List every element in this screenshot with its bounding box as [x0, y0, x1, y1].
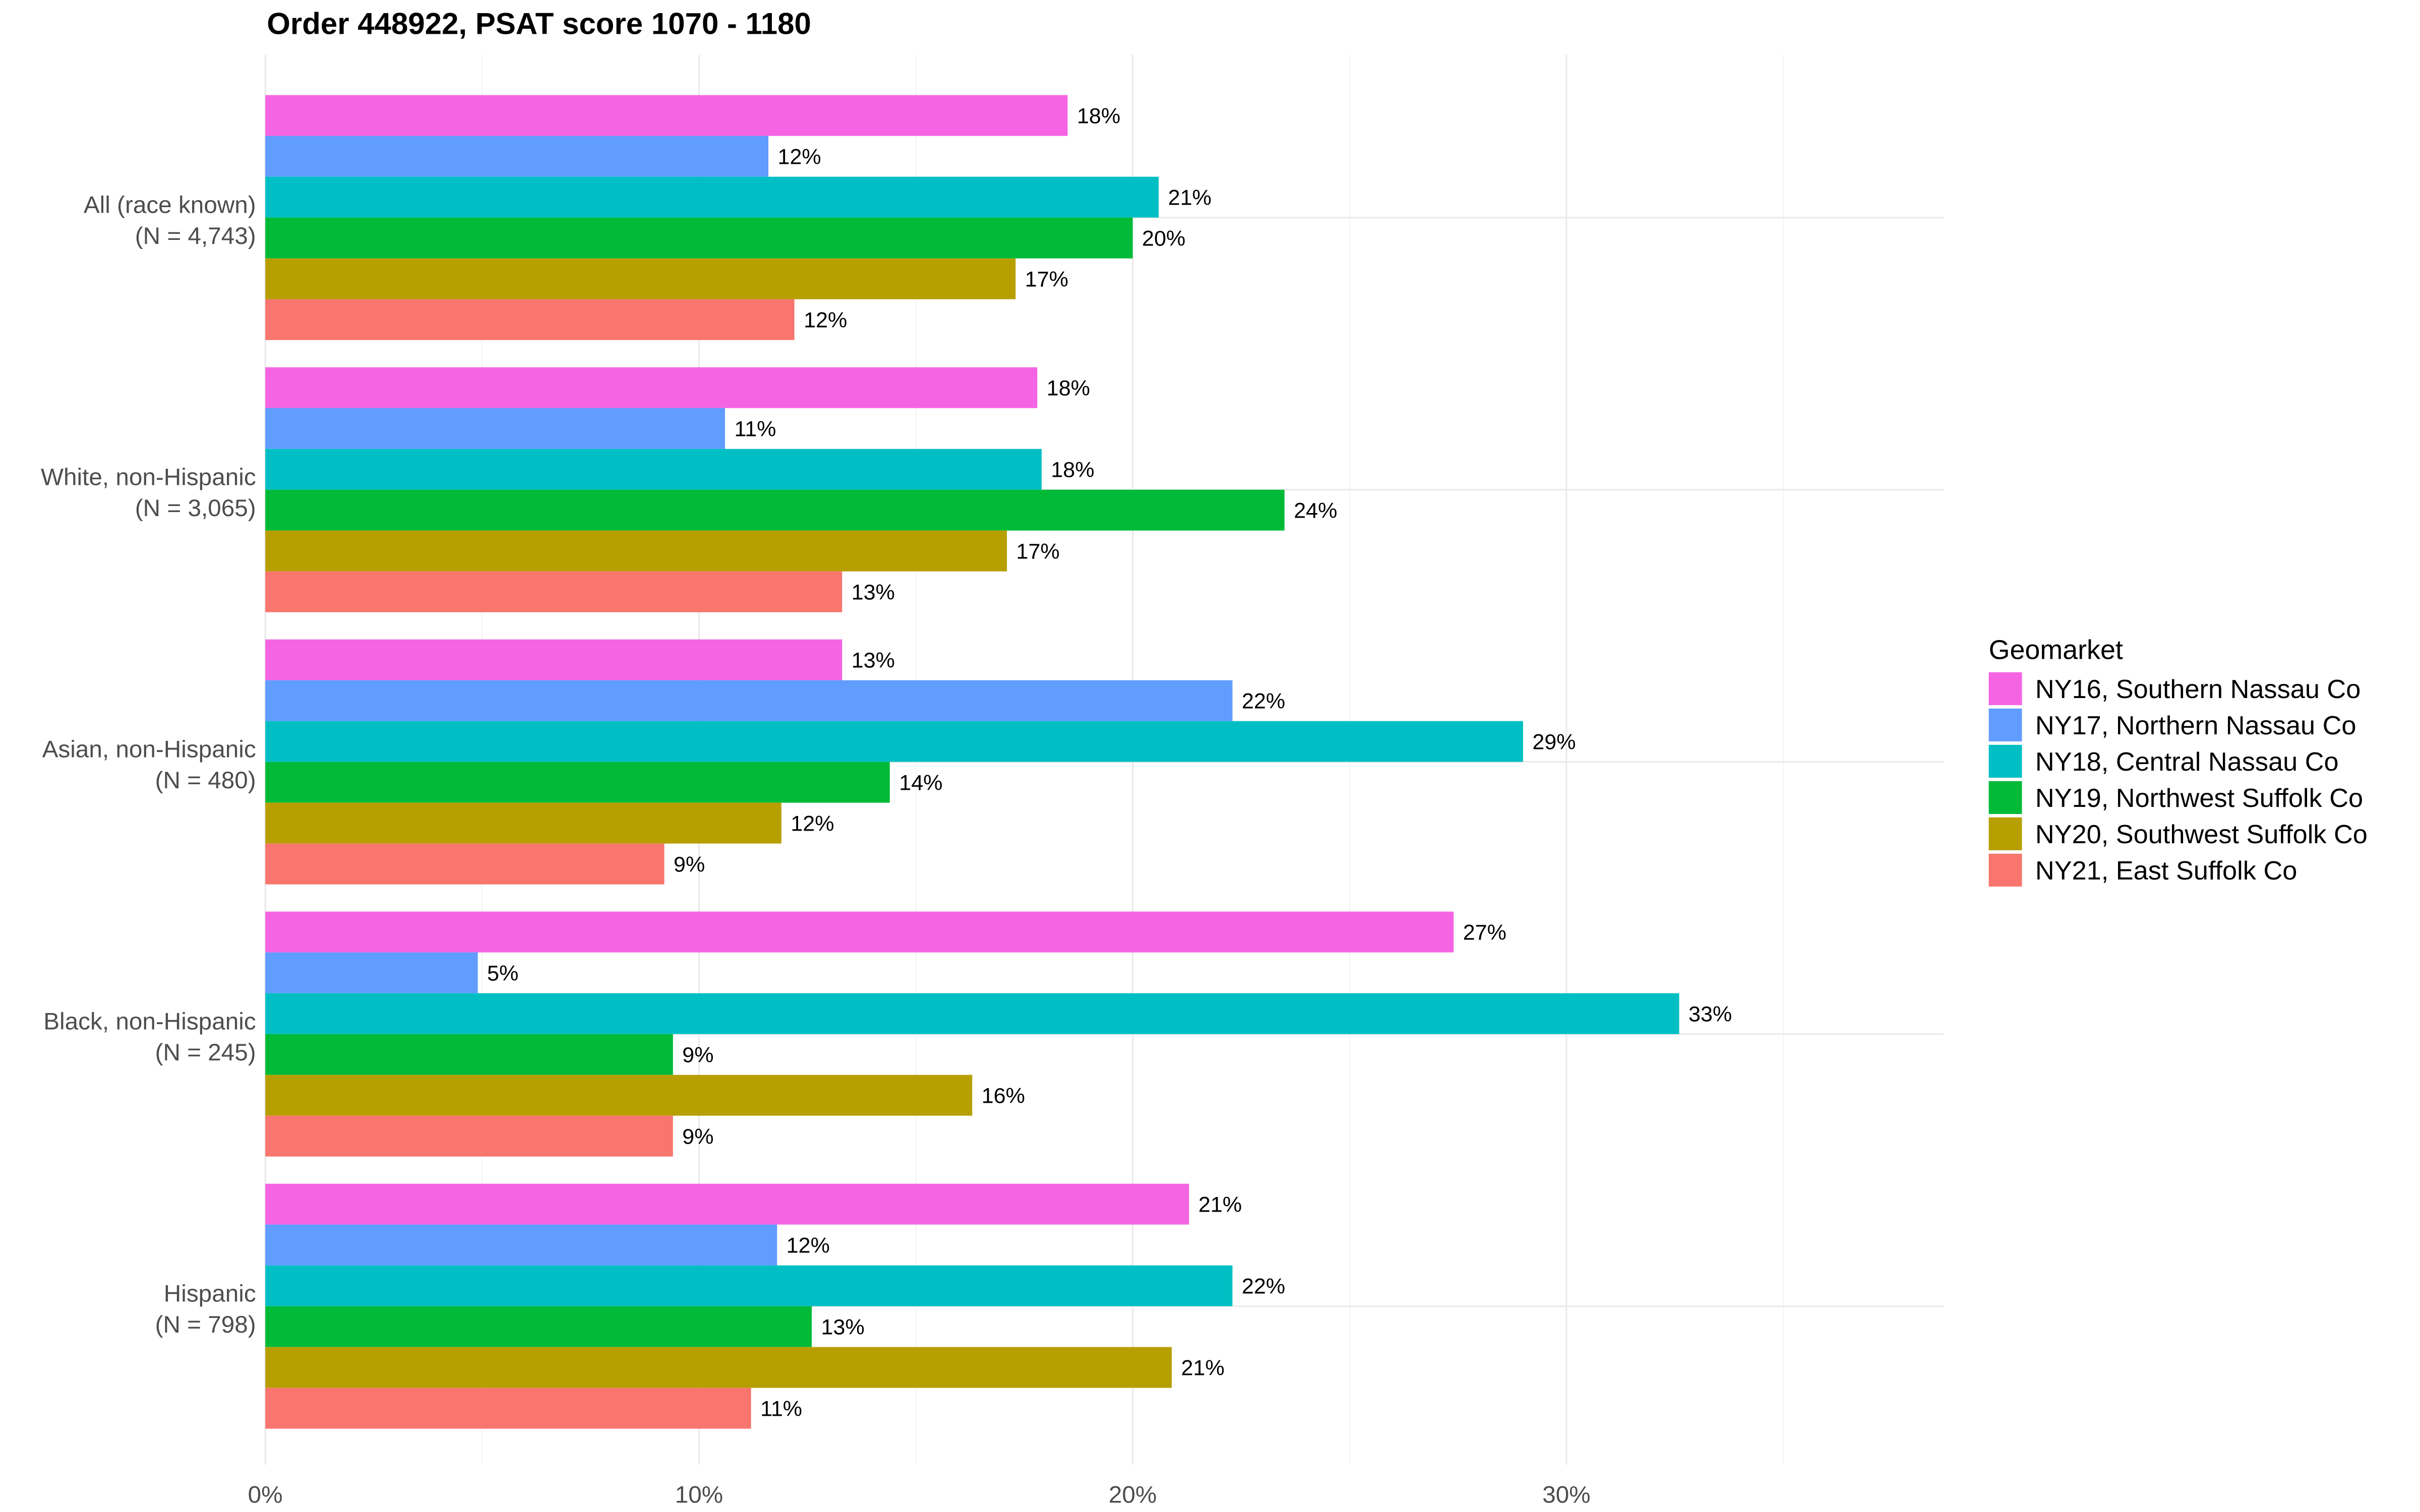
bar: [265, 721, 1523, 762]
bar-value-label: 18%: [1077, 104, 1120, 129]
bar-value-label: 13%: [821, 1315, 865, 1340]
y-tick-label: Asian, non-Hispanic: [42, 736, 256, 763]
bar: [265, 1388, 751, 1429]
bar-value-label: 29%: [1532, 730, 1576, 754]
legend-item-label: NY21, East Suffolk Co: [2035, 856, 2297, 886]
bar-value-label: 9%: [682, 1043, 713, 1067]
bar: [265, 843, 664, 885]
bar: [265, 911, 1454, 953]
bar-value-label: 5%: [487, 962, 518, 986]
legend-key-swatch: [1988, 781, 2022, 814]
bar: [265, 680, 1233, 721]
bar: [265, 449, 1042, 490]
x-axis: 0% 10% 20% 30%: [248, 1482, 1591, 1508]
bar-value-label: 13%: [852, 649, 895, 673]
bar: [265, 176, 1159, 218]
bar: [265, 1115, 673, 1157]
legend-key-swatch: [1988, 744, 2022, 778]
bar: [265, 1306, 812, 1347]
bar-value-label: 12%: [791, 812, 834, 836]
bar-value-label: 24%: [1294, 499, 1337, 523]
bar: [265, 95, 1068, 136]
bar-value-label: 21%: [1181, 1356, 1225, 1380]
legend-key-swatch: [1988, 817, 2022, 851]
bar-value-label: 21%: [1168, 186, 1212, 210]
bars: [265, 95, 1679, 1429]
y-tick-label-n: (N = 480): [155, 767, 256, 794]
bar: [265, 217, 1133, 259]
legend-key-swatch: [1988, 672, 2022, 706]
legend: Geomarket NY16, Southern Nassau Co NY17, …: [1988, 635, 2368, 887]
legend-item-label: NY18, Central Nassau Co: [2035, 747, 2339, 777]
bar: [265, 1075, 973, 1116]
bar: [265, 1265, 1233, 1306]
bar: [265, 993, 1679, 1034]
bar: [265, 367, 1038, 408]
x-tick-label: 10%: [675, 1482, 723, 1508]
legend-item-label: NY20, Southwest Suffolk Co: [2035, 820, 2368, 849]
bar-value-label: 13%: [852, 581, 895, 605]
y-tick-label-n: (N = 4,743): [135, 223, 256, 249]
x-tick-label: 0%: [248, 1482, 283, 1508]
bar-value-label: 11%: [760, 1397, 802, 1421]
y-tick-label: White, non-Hispanic: [41, 464, 256, 490]
bar-value-label: 22%: [1242, 1275, 1285, 1299]
y-tick-label-n: (N = 245): [155, 1039, 256, 1066]
bar: [265, 1183, 1189, 1225]
bar-value-label: 18%: [1051, 458, 1094, 482]
legend-key-swatch: [1988, 708, 2022, 742]
bar-value-label: 12%: [786, 1234, 830, 1258]
chart-title: Order 448922, PSAT score 1070 - 1180: [267, 7, 811, 41]
y-axis: All (race known) (N = 4,743) White, non-Hi…: [41, 192, 256, 1338]
bar: [265, 136, 769, 177]
x-tick-label: 20%: [1109, 1482, 1157, 1508]
y-tick-label-n: (N = 3,065): [135, 495, 256, 522]
legend-item-label: NY16, Southern Nassau Co: [2035, 675, 2361, 704]
bar: [265, 571, 842, 612]
bar: [265, 258, 1016, 299]
x-tick-label: 30%: [1542, 1482, 1590, 1508]
bar: [265, 530, 1007, 572]
bar: [265, 408, 725, 449]
y-tick-label: All (race known): [84, 192, 256, 218]
bar-value-label: 9%: [682, 1125, 713, 1149]
y-tick-label: Black, non-Hispanic: [43, 1008, 256, 1035]
bar: [265, 1347, 1172, 1388]
y-tick-label: Hispanic: [164, 1280, 256, 1307]
bar-value-label: 17%: [1016, 540, 1060, 564]
bar-value-label: 20%: [1142, 227, 1185, 251]
bar-value-label: 18%: [1047, 376, 1090, 401]
bar-value-label: 16%: [982, 1084, 1025, 1108]
bar-value-label: 33%: [1688, 1002, 1732, 1027]
bar-value-label: 14%: [899, 771, 942, 795]
bar: [265, 802, 781, 844]
bar-value-label: 9%: [674, 853, 705, 877]
legend-key-swatch: [1988, 853, 2022, 887]
legend-item-label: NY19, Northwest Suffolk Co: [2035, 784, 2363, 813]
bar-value-label: 12%: [804, 308, 847, 333]
bar: [265, 1224, 777, 1266]
legend-title: Geomarket: [1989, 635, 2123, 665]
bar: [265, 639, 842, 680]
bar: [265, 1034, 673, 1075]
bar-value-label: 12%: [778, 145, 821, 169]
legend-item-label: NY17, Northern Nassau Co: [2035, 711, 2356, 740]
bar: [265, 762, 890, 803]
bar-value-label: 11%: [734, 417, 776, 442]
bar-value-label: 17%: [1025, 268, 1068, 292]
bar: [265, 952, 478, 993]
bar-labels: 18% 12% 21% 20% 17% 12% 18% 11% 18% 24% 17% 13% 13% 2…: [487, 104, 1732, 1421]
y-tick-label-n: (N = 798): [155, 1311, 256, 1338]
bar-value-label: 22%: [1242, 689, 1285, 714]
bar: [265, 489, 1285, 531]
bar-value-label: 27%: [1463, 921, 1506, 945]
bar-value-label: 21%: [1198, 1193, 1242, 1217]
bar: [265, 299, 795, 340]
